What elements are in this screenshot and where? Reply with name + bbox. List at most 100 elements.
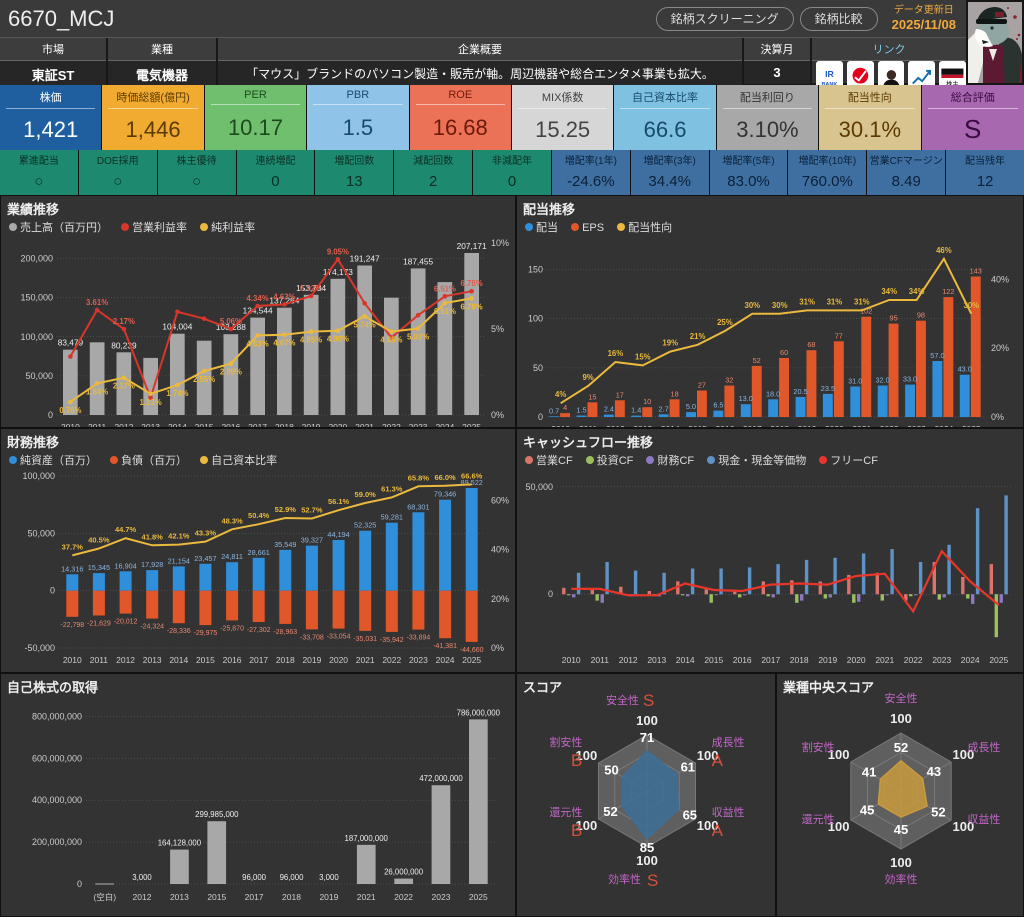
svg-text:41: 41 (862, 765, 876, 780)
svg-text:61.3%: 61.3% (381, 484, 403, 493)
svg-text:23,457: 23,457 (194, 554, 216, 563)
svg-text:30%: 30% (772, 301, 788, 310)
svg-text:18: 18 (671, 389, 679, 398)
svg-text:40%: 40% (491, 545, 509, 555)
svg-text:472,000,000: 472,000,000 (419, 774, 463, 783)
svg-text:5.03%: 5.03% (407, 333, 429, 342)
svg-text:0%: 0% (991, 412, 1004, 422)
svg-text:2012: 2012 (619, 655, 638, 665)
svg-text:150,000: 150,000 (20, 293, 53, 303)
svg-text:45: 45 (860, 803, 874, 818)
svg-text:15: 15 (588, 392, 596, 401)
svg-text:31%: 31% (854, 297, 870, 306)
svg-text:16,904: 16,904 (114, 561, 136, 570)
svg-text:15,345: 15,345 (88, 563, 110, 572)
svg-text:52: 52 (894, 740, 908, 755)
svg-text:0: 0 (538, 412, 543, 422)
svg-text:2012: 2012 (116, 655, 135, 665)
svg-text:200,000,000: 200,000,000 (32, 837, 82, 847)
svg-text:96,000: 96,000 (280, 873, 305, 882)
svg-text:IR: IR (825, 69, 834, 79)
svg-text:4.63%: 4.63% (273, 292, 295, 301)
svg-text:400,000,000: 400,000,000 (32, 795, 82, 805)
svg-text:100: 100 (890, 855, 912, 870)
svg-text:77: 77 (835, 331, 843, 340)
svg-text:2010: 2010 (63, 655, 82, 665)
svg-text:2019: 2019 (319, 892, 338, 902)
svg-text:600,000,000: 600,000,000 (32, 753, 82, 763)
svg-text:32: 32 (725, 376, 733, 385)
svg-text:65: 65 (683, 808, 697, 823)
svg-text:6.51%: 6.51% (434, 284, 456, 293)
svg-text:2014: 2014 (169, 655, 188, 665)
svg-text:59.0%: 59.0% (355, 490, 377, 499)
svg-text:0.7: 0.7 (549, 406, 559, 415)
svg-text:-33,054: -33,054 (327, 634, 351, 641)
svg-text:100,000: 100,000 (20, 332, 53, 342)
svg-text:2.17%: 2.17% (113, 382, 135, 391)
svg-text:2025: 2025 (469, 892, 488, 902)
svg-text:4.90%: 4.90% (327, 335, 349, 344)
svg-text:1.4: 1.4 (631, 406, 641, 415)
svg-text:23.5: 23.5 (821, 384, 835, 393)
svg-text:66.6%: 66.6% (461, 471, 483, 480)
svg-text:42.1%: 42.1% (168, 532, 190, 541)
svg-text:2012: 2012 (133, 892, 152, 902)
svg-text:-25,870: -25,870 (220, 625, 244, 632)
svg-text:6.51%: 6.51% (434, 307, 456, 316)
svg-text:2017: 2017 (761, 655, 780, 665)
svg-text:5.06%: 5.06% (220, 317, 242, 326)
svg-text:60%: 60% (491, 496, 509, 506)
svg-text:B: B (571, 821, 582, 840)
svg-text:-27,302: -27,302 (247, 627, 271, 634)
svg-text:2019: 2019 (818, 655, 837, 665)
svg-text:61: 61 (681, 759, 695, 774)
svg-text:28,661: 28,661 (248, 548, 270, 557)
svg-text:2023: 2023 (432, 892, 451, 902)
svg-text:2.7: 2.7 (659, 404, 669, 413)
svg-text:4.34%: 4.34% (247, 294, 269, 303)
svg-text:40%: 40% (991, 274, 1009, 284)
svg-text:191,247: 191,247 (350, 254, 380, 264)
svg-text:1.23%: 1.23% (140, 398, 162, 407)
svg-text:2022: 2022 (394, 892, 413, 902)
svg-text:-24,324: -24,324 (140, 624, 164, 631)
svg-text:50.4%: 50.4% (248, 511, 270, 520)
svg-text:21,154: 21,154 (168, 556, 190, 565)
svg-text:2015: 2015 (196, 655, 215, 665)
svg-text:2015: 2015 (207, 892, 226, 902)
svg-text:100: 100 (528, 314, 543, 324)
svg-text:2024: 2024 (961, 655, 980, 665)
svg-text:(空白): (空白) (93, 892, 116, 902)
svg-text:25%: 25% (717, 318, 733, 327)
svg-text:2.99%: 2.99% (220, 368, 242, 377)
svg-text:4: 4 (563, 403, 567, 412)
svg-text:68: 68 (807, 340, 815, 349)
svg-text:-41,381: -41,381 (433, 643, 457, 650)
svg-text:50: 50 (533, 363, 543, 373)
svg-text:98: 98 (917, 311, 925, 320)
svg-text:9%: 9% (582, 373, 593, 382)
svg-text:-33,708: -33,708 (300, 634, 324, 641)
svg-text:割安性: 割安性 (802, 740, 835, 754)
svg-text:-22,798: -22,798 (60, 622, 84, 629)
svg-text:150: 150 (528, 265, 543, 275)
svg-text:2015: 2015 (704, 655, 723, 665)
svg-text:2022: 2022 (904, 655, 923, 665)
svg-text:43.3%: 43.3% (195, 529, 217, 538)
svg-text:100: 100 (636, 713, 658, 728)
svg-text:50: 50 (604, 763, 618, 778)
svg-text:96,000: 96,000 (242, 873, 267, 882)
svg-text:2.17%: 2.17% (113, 317, 135, 326)
svg-text:6.78%: 6.78% (461, 279, 483, 288)
svg-text:45: 45 (894, 822, 908, 837)
svg-text:2013: 2013 (170, 892, 189, 902)
svg-text:17,928: 17,928 (141, 560, 163, 569)
svg-text:80,239: 80,239 (111, 340, 137, 350)
svg-text:1.84%: 1.84% (86, 387, 108, 396)
svg-text:26,000,000: 26,000,000 (384, 868, 424, 877)
svg-text:-35,031: -35,031 (353, 636, 377, 643)
svg-text:52: 52 (931, 805, 945, 820)
svg-text:100: 100 (636, 853, 658, 868)
svg-text:4.63%: 4.63% (247, 339, 269, 348)
